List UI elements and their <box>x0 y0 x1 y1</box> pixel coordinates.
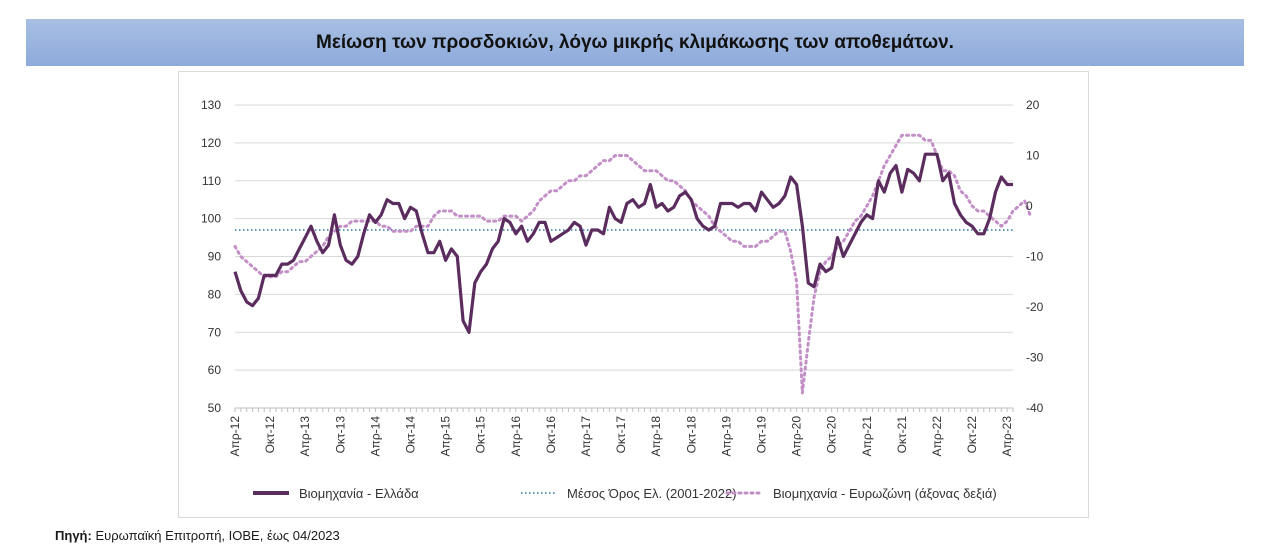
x-tick-label: Οκτ-12 <box>263 416 277 454</box>
x-tick-label: Απρ-21 <box>860 416 874 457</box>
y-left-tick-label: 120 <box>201 136 221 150</box>
legend: Βιομηχανία - Ελλάδα Μέσος Όρος Ελ. (2001-… <box>253 486 997 501</box>
y-left-tick-label: 60 <box>208 363 222 377</box>
legend-label: Μέσος Όρος Ελ. (2001-2022) <box>567 486 737 501</box>
chart-frame: 130 120 110 100 90 80 70 60 50 20 10 0 -10 -20 -30 -40… <box>178 71 1089 518</box>
y-right-tick-label: -30 <box>1026 351 1044 365</box>
x-tick-label: Απρ-20 <box>790 416 804 457</box>
source-text: Ευρωπαϊκή Επιτροπή, ΙΟΒΕ, έως 04/2023 <box>91 528 340 543</box>
y-left-tick-label: 80 <box>208 287 222 301</box>
series-greece <box>233 152 1013 334</box>
title-bar: Μείωση των προσδοκιών, λόγω μικρής κλιμά… <box>26 19 1244 66</box>
y-right-tick-label: 20 <box>1026 98 1040 112</box>
x-tick-label: Οκτ-22 <box>965 416 979 454</box>
x-tick-label: Απρ-13 <box>298 416 312 457</box>
y-left-tick-label: 90 <box>208 250 222 264</box>
x-tick-label: Απρ-12 <box>228 416 242 457</box>
y-axis-left: 130 120 110 100 90 80 70 60 50 <box>201 98 221 415</box>
y-axis-right: 20 10 0 -10 -20 -30 -40 <box>1026 98 1044 415</box>
series-layer <box>233 133 1032 395</box>
x-tick-label: Οκτ-17 <box>614 416 628 454</box>
legend-label: Βιομηχανία - Ελλάδα <box>299 486 419 501</box>
y-left-tick-label: 130 <box>201 98 221 112</box>
x-tick-label: Οκτ-16 <box>544 416 558 454</box>
y-right-tick-label: -40 <box>1026 401 1044 415</box>
x-tick-label: Απρ-23 <box>1000 416 1014 457</box>
y-left-tick-label: 110 <box>202 174 221 188</box>
x-tick-label: Οκτ-18 <box>684 416 698 454</box>
y-right-tick-label: 0 <box>1026 199 1033 213</box>
y-left-tick-label: 100 <box>201 212 221 226</box>
y-right-tick-label: -20 <box>1026 300 1044 314</box>
x-tick-label: Απρ-17 <box>579 416 593 457</box>
y-left-tick-label: 70 <box>208 325 222 339</box>
x-tick-label: Απρ-22 <box>930 416 944 457</box>
x-tick-label: Οκτ-19 <box>754 416 768 454</box>
y-right-tick-label: -10 <box>1026 250 1044 264</box>
chart-title: Μείωση των προσδοκιών, λόγω μικρής κλιμά… <box>316 31 954 53</box>
y-right-tick-label: 10 <box>1026 149 1040 163</box>
gridlines <box>235 104 1013 409</box>
source-label: Πηγή: <box>55 528 92 543</box>
x-tick-label: Απρ-15 <box>439 416 453 457</box>
series-eurozone <box>233 133 1032 395</box>
x-axis: Απρ-12 Οκτ-12 Απρ-13 Οκτ-13 Απρ-14 Οκτ-14 Απρ-… <box>228 407 1014 457</box>
x-tick-label: Οκτ-21 <box>895 416 909 454</box>
x-tick-label: Απρ-19 <box>719 416 733 457</box>
x-tick-label: Οκτ-13 <box>333 416 347 454</box>
y-left-tick-label: 50 <box>208 401 222 415</box>
x-tick-label: Οκτ-15 <box>474 416 488 454</box>
x-tick-label: Οκτ-14 <box>403 416 417 454</box>
x-tick-label: Απρ-14 <box>368 416 382 457</box>
source-note: Πηγή: Ευρωπαϊκή Επιτροπή, ΙΟΒΕ, έως 04/2… <box>55 528 340 543</box>
x-tick-label: Οκτ-20 <box>825 416 839 454</box>
x-tick-label: Απρ-16 <box>509 416 523 457</box>
legend-label: Βιομηχανία - Ευρωζώνη (άξονας δεξιά) <box>773 486 997 501</box>
x-tick-label: Απρ-18 <box>649 416 663 457</box>
